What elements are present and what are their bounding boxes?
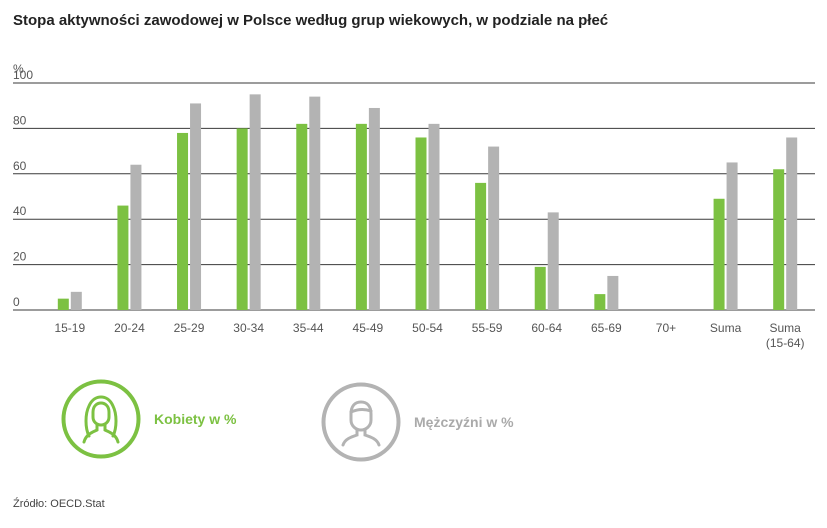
bar-women (57, 298, 69, 310)
x-tick-label: 70+ (656, 321, 676, 335)
bar-men (607, 275, 619, 310)
y-axis-ticks: 0 20 40 60 80 100 (13, 68, 33, 309)
y-axis-unit-label: % (13, 62, 24, 76)
bars (57, 94, 798, 311)
x-tick-label: 65-69 (591, 321, 622, 335)
y-tick-label: 40 (13, 204, 27, 218)
bar-men (190, 103, 202, 311)
bar-men (368, 107, 380, 310)
bar-women (236, 128, 248, 310)
x-tick-label: 60-64 (531, 321, 562, 335)
source-note: Źródło: OECD.Stat (13, 498, 105, 510)
bar-women (534, 266, 546, 310)
x-axis-ticks: 15-19 20-24 25-29 30-34 35-44 45-49 50-54 55-59… (54, 321, 804, 350)
x-tick-label: 25-29 (174, 321, 205, 335)
x-tick-label: 30-34 (233, 321, 264, 335)
y-tick-label: 20 (13, 250, 27, 264)
x-tick-label: 35-44 (293, 321, 324, 335)
x-tick-label: 45-49 (353, 321, 384, 335)
legend-men: Mężczyźni w % (320, 381, 514, 463)
y-tick-label: 0 (13, 295, 20, 309)
bar-women (594, 294, 606, 310)
bar-women (475, 182, 487, 310)
x-tick-label: 20-24 (114, 321, 145, 335)
legend-women-label: Kobiety w % (154, 411, 237, 427)
bar-women (177, 132, 189, 310)
bar-men (130, 164, 142, 310)
bar-men (70, 291, 82, 310)
woman-icon (61, 379, 141, 459)
bar-men (488, 146, 500, 310)
bar-men (726, 162, 738, 310)
y-tick-label: 60 (13, 159, 27, 173)
x-tick-label: Suma (15-64) (766, 321, 805, 350)
chart-title: Stopa aktywności zawodowej w Polsce wedł… (13, 12, 609, 29)
bar-women (773, 169, 785, 310)
x-tick-label: Suma (710, 321, 742, 335)
legend-men-label: Mężczyźni w % (414, 414, 514, 430)
bar-women (355, 123, 367, 310)
bar-women (296, 123, 308, 310)
bar-men (786, 137, 798, 310)
legend-women: Kobiety w % (60, 378, 236, 460)
x-tick-label: 15-19 (54, 321, 85, 335)
bar-men (249, 94, 261, 310)
gridlines (13, 82, 815, 311)
bar-men (547, 212, 559, 310)
x-tick-label: 55-59 (472, 321, 503, 335)
bar-men (309, 96, 321, 311)
y-tick-label: 80 (13, 113, 27, 127)
x-tick-label: 50-54 (412, 321, 443, 335)
bar-women (713, 198, 725, 310)
y-tick-label: 100 (13, 68, 33, 82)
bar-women (117, 205, 129, 310)
bar-chart: 0 20 40 60 80 100 % 15-19 20-24 25-29 30-34 35-44… (13, 62, 815, 350)
bar-women (415, 137, 427, 310)
man-icon (321, 382, 401, 462)
bar-men (428, 123, 440, 310)
